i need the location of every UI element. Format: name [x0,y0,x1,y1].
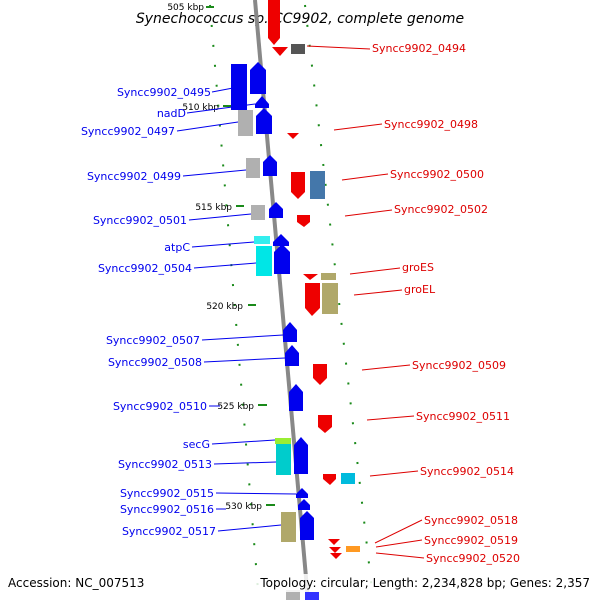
gene-syncc9902-0499[interactable] [263,155,277,176]
gene-label-atpc[interactable]: atpC [164,241,190,254]
gene-groel-khaki[interactable] [322,283,338,314]
accession-text: Accession: NC_007513 [8,576,144,590]
gene-syncc9902-0502[interactable] [297,215,310,227]
gene-syncc9902-0495[interactable] [231,64,247,110]
gene-label-groel[interactable]: groEL [404,283,436,296]
gene-secg[interactable] [275,438,291,444]
gene-label-syncc9902-0502[interactable]: Syncc9902_0502 [394,203,488,216]
gene-syncc9902-0494[interactable] [291,44,305,54]
gene-nadd[interactable] [255,96,269,108]
gene-label-syncc9902-0510[interactable]: Syncc9902_0510 [113,400,207,413]
gene-groel[interactable] [305,283,320,316]
gene-label-syncc9902-0514[interactable]: Syncc9902_0514 [420,465,514,478]
gene-label-groes[interactable]: groES [402,261,434,274]
gene-syncc9902-0517[interactable] [300,511,314,540]
gene-atpc-arrow[interactable] [273,234,289,246]
gene-label-syncc9902-0513[interactable]: Syncc9902_0513 [118,458,212,471]
right-labels: Syncc9902_0494 Syncc9902_0498 Syncc9902_… [306,42,520,565]
gene-syncc9902-0510[interactable] [289,384,303,411]
gene-syncc9902-0499-pseudo[interactable] [246,158,260,178]
gene-syncc9902-0516[interactable] [298,499,310,510]
gene-syncc9902-0520[interactable] [330,553,342,559]
gene-label-syncc9902-0517[interactable]: Syncc9902_0517 [122,525,216,538]
gene-syncc9902-0497[interactable] [256,108,272,134]
gene-syncc9902-0507[interactable] [283,322,297,342]
gene-label-secg[interactable]: secG [183,438,210,451]
kbp-label: 530 kbp [225,502,262,512]
map-title: Synechococcus sp. CC9902, complete genom… [136,11,464,27]
gene-syncc9902-0494-arrow[interactable] [272,47,288,56]
gene-atpc[interactable] [254,236,270,244]
gene-label-syncc9902-0500[interactable]: Syncc9902_0500 [390,168,484,181]
gene-label-syncc9902-0498[interactable]: Syncc9902_0498 [384,118,478,131]
gene-syncc9902-0500[interactable] [291,172,305,199]
gene-label-syncc9902-0519[interactable]: Syncc9902_0519 [424,534,518,547]
gene-label-syncc9902-0515[interactable]: Syncc9902_0515 [120,487,214,500]
gene-label-syncc9902-0509[interactable]: Syncc9902_0509 [412,359,506,372]
gene-syncc9902-0513[interactable] [294,437,308,474]
gene-label-syncc9902-0495[interactable]: Syncc9902_0495 [117,86,211,99]
gene-syncc9902-0501[interactable] [269,202,283,218]
gene-syncc9902-0497-pseudo[interactable] [238,110,253,136]
gene-syncc9902-0509[interactable] [313,364,327,385]
gene-groes[interactable] [303,274,318,280]
gene-label-syncc9902-0516[interactable]: Syncc9902_0516 [120,503,214,516]
gene-syncc9902-0519[interactable] [329,547,341,553]
kbp-label: 520 kbp [206,302,243,312]
gene-syncc9902-0508[interactable] [285,345,299,366]
kbp-label: 510 kbp [182,103,219,113]
gene-syncc9902-0500-steel[interactable] [310,171,325,199]
gene-syncc9902-0520-orange[interactable] [346,546,360,552]
gene-syncc9902-0504[interactable] [274,244,290,274]
gene-syncc9902-0498[interactable] [287,133,299,139]
left-labels: Syncc9902_0495 nadD Syncc9902_0497 Syncc… [81,86,297,538]
kbp-label: 515 kbp [195,203,232,213]
kbp-label: 505 kbp [167,3,204,13]
gene-label-syncc9902-0499[interactable]: Syncc9902_0499 [87,170,181,183]
gene-syncc9902-0515[interactable] [296,488,308,498]
gene-label-syncc9902-0520[interactable]: Syncc9902_0520 [426,552,520,565]
gene-syncc9902-0518[interactable] [328,539,340,545]
gene-syncc9902-0514[interactable] [323,474,336,485]
gene-syncc9902-0517-khaki[interactable] [281,512,296,542]
gene-arrow[interactable] [250,62,266,94]
gene-top-partial[interactable] [268,0,280,45]
gene-syncc9902-0501-pseudo[interactable] [251,205,265,220]
gene-label-syncc9902-0507[interactable]: Syncc9902_0507 [106,334,200,347]
gene-groes-khaki[interactable] [321,273,336,280]
topology-text: Topology: circular; Length: 2,234,828 bp… [259,576,590,590]
gene-label-syncc9902-0494[interactable]: Syncc9902_0494 [372,42,466,55]
gene-label-syncc9902-0508[interactable]: Syncc9902_0508 [108,356,202,369]
forward-genes [231,62,319,600]
gene-label-nadd[interactable]: nadD [157,107,186,120]
gene-syncc9902-0511[interactable] [318,415,332,433]
gene-syncc9902-0504-cyan[interactable] [256,246,272,276]
gene-syncc9902-0513-cyan[interactable] [276,444,291,475]
gene-label-syncc9902-0518[interactable]: Syncc9902_0518 [424,514,518,527]
kbp-label: 525 kbp [217,402,254,412]
gene-label-syncc9902-0504[interactable]: Syncc9902_0504 [98,262,192,275]
gene-syncc9902-0514-cyan[interactable] [341,473,355,484]
gene-label-syncc9902-0497[interactable]: Syncc9902_0497 [81,125,175,138]
reverse-genes [268,0,360,559]
gene-label-syncc9902-0501[interactable]: Syncc9902_0501 [93,214,187,227]
kbp-axis: 505 kbp 510 kbp 515 kbp 520 kbp 525 kbp … [167,3,275,512]
gene-label-syncc9902-0511[interactable]: Syncc9902_0511 [416,410,510,423]
